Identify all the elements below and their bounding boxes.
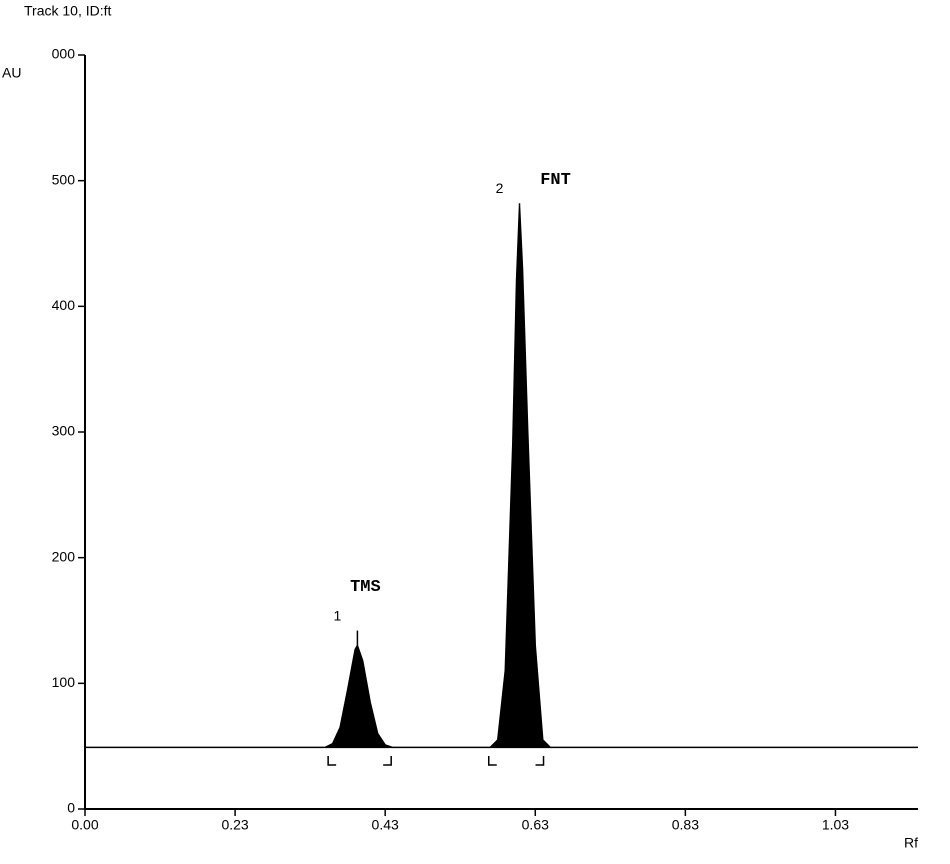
y-tick-label: 500 [52, 171, 76, 187]
integration-bracket [487, 756, 545, 766]
x-tick-label: 0.00 [71, 817, 98, 833]
peak-name: FNT [540, 171, 571, 190]
trace [85, 205, 918, 749]
x-axis-label: Rf [904, 835, 918, 851]
x-tick-label: 0.43 [372, 817, 399, 833]
y-tick-label: 100 [52, 674, 76, 690]
peak-number: 2 [496, 180, 504, 196]
integration-bracket [327, 756, 392, 766]
y-tick-label: 000 [52, 46, 76, 62]
peak-name: TMS [350, 578, 381, 597]
x-tick-label: 1.03 [822, 817, 849, 833]
y-tick-label: 400 [52, 297, 76, 313]
chart-title: Track 10, ID:ft [24, 3, 112, 19]
x-tick-label: 0.63 [522, 817, 549, 833]
y-tick-label: 200 [52, 548, 76, 564]
y-tick-label: 300 [52, 423, 76, 439]
x-tick-label: 0.23 [221, 817, 248, 833]
x-tick-label: 0.83 [672, 817, 699, 833]
peak-number: 1 [334, 607, 342, 623]
y-axis-label: AU [2, 65, 21, 81]
y-tick-label: 0 [67, 800, 75, 816]
